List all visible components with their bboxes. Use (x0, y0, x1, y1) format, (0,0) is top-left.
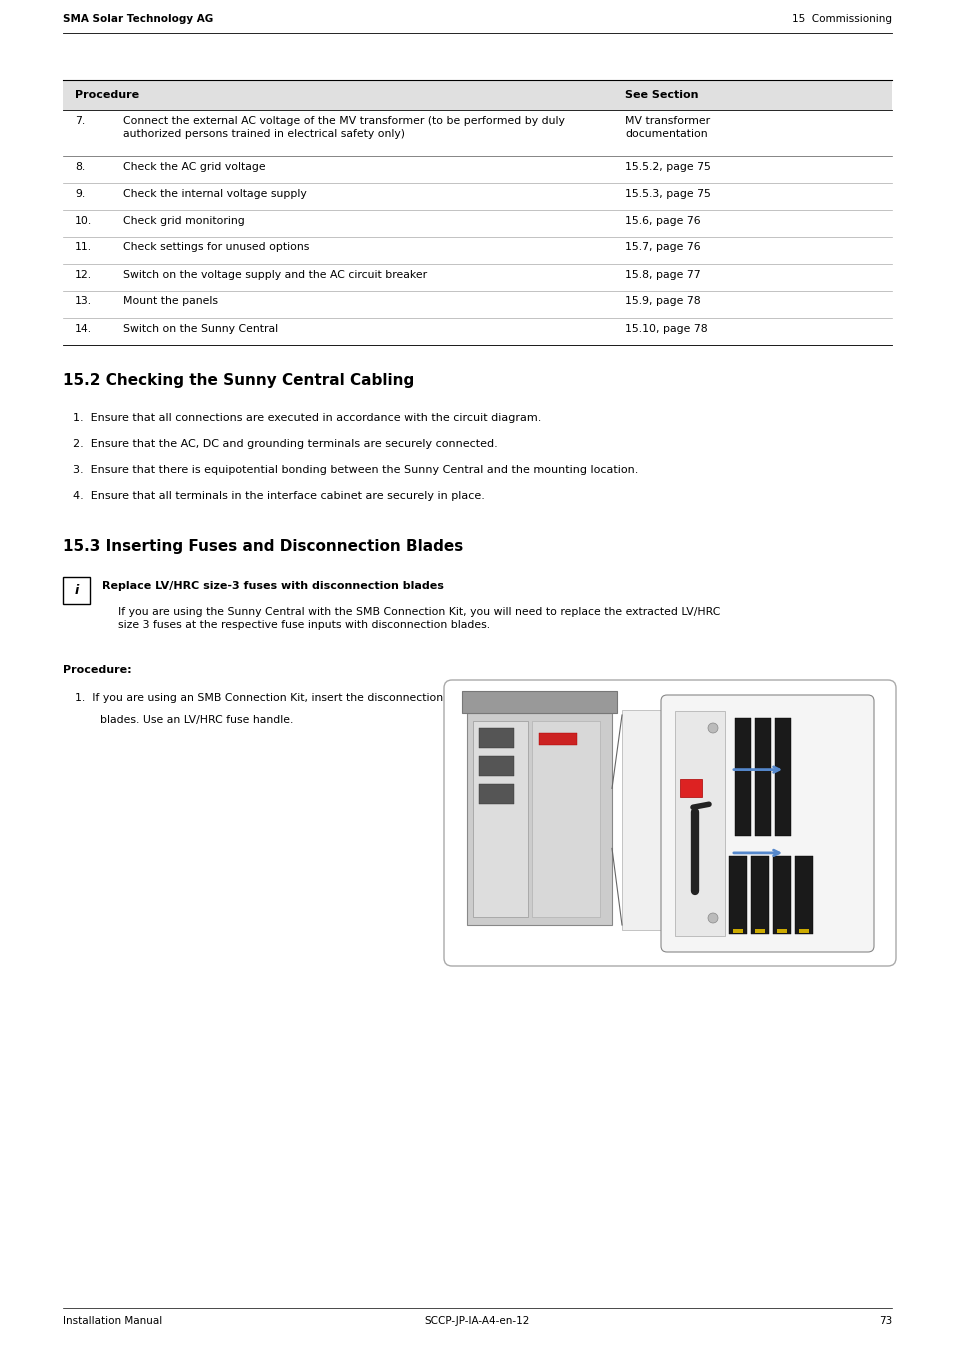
Text: 15.5.3, page 75: 15.5.3, page 75 (624, 189, 710, 198)
Bar (621, 710, 671, 930)
Bar (63, 80, 891, 109)
Bar (461, 691, 617, 713)
Bar (63, 576, 90, 603)
Bar (750, 856, 768, 934)
Text: 15.8, page 77: 15.8, page 77 (624, 270, 700, 279)
Text: Replace LV/HRC size-3 fuses with disconnection blades: Replace LV/HRC size-3 fuses with disconn… (102, 580, 443, 591)
Text: See Section: See Section (624, 90, 698, 100)
Bar (774, 718, 790, 836)
Text: Procedure:: Procedure: (63, 666, 132, 675)
Text: 15.6, page 76: 15.6, page 76 (624, 216, 700, 225)
Bar (734, 718, 750, 836)
Text: Check settings for unused options: Check settings for unused options (123, 243, 309, 252)
Bar (478, 728, 514, 748)
Circle shape (707, 724, 718, 733)
Text: Mount the panels: Mount the panels (123, 297, 218, 306)
Bar (754, 718, 770, 836)
Text: Switch on the Sunny Central: Switch on the Sunny Central (123, 324, 278, 333)
Text: 12.: 12. (75, 270, 92, 279)
Text: SMA Solar Technology AG: SMA Solar Technology AG (63, 14, 213, 24)
Text: SCCP-JP-IA-A4-en-12: SCCP-JP-IA-A4-en-12 (424, 1316, 529, 1326)
Text: Connect the external AC voltage of the MV transformer (to be performed by duly
a: Connect the external AC voltage of the M… (123, 116, 564, 139)
Text: 14.: 14. (75, 324, 92, 333)
Bar (478, 784, 514, 805)
Text: 1.  Ensure that all connections are executed in accordance with the circuit diag: 1. Ensure that all connections are execu… (73, 413, 540, 423)
Circle shape (707, 913, 718, 923)
Text: 11.: 11. (75, 243, 92, 252)
Bar (728, 856, 746, 934)
Text: blades. Use an LV/HRC fuse handle.: blades. Use an LV/HRC fuse handle. (100, 716, 294, 725)
Text: 15.9, page 78: 15.9, page 78 (624, 297, 700, 306)
Text: i: i (74, 585, 78, 597)
Bar (467, 713, 612, 925)
Bar (794, 856, 812, 934)
Bar (478, 756, 514, 776)
Bar (799, 929, 808, 933)
Text: Installation Manual: Installation Manual (63, 1316, 162, 1326)
Bar (772, 856, 790, 934)
Text: 3.  Ensure that there is equipotential bonding between the Sunny Central and the: 3. Ensure that there is equipotential bo… (73, 464, 638, 475)
Bar (532, 721, 599, 917)
Bar (754, 929, 764, 933)
Bar (473, 721, 527, 917)
Bar (538, 733, 577, 745)
Text: 9.: 9. (75, 189, 85, 198)
Text: 2.  Ensure that the AC, DC and grounding terminals are securely connected.: 2. Ensure that the AC, DC and grounding … (73, 439, 497, 450)
Text: 4.  Ensure that all terminals in the interface cabinet are securely in place.: 4. Ensure that all terminals in the inte… (73, 491, 484, 501)
Bar (776, 929, 786, 933)
Text: MV transformer
documentation: MV transformer documentation (624, 116, 709, 139)
Text: Check the internal voltage supply: Check the internal voltage supply (123, 189, 307, 198)
Text: 15  Commissioning: 15 Commissioning (791, 14, 891, 24)
Text: Check the AC grid voltage: Check the AC grid voltage (123, 162, 265, 171)
Text: 8.: 8. (75, 162, 85, 171)
FancyBboxPatch shape (660, 695, 873, 952)
Bar (679, 779, 701, 796)
Text: 15.2 Checking the Sunny Central Cabling: 15.2 Checking the Sunny Central Cabling (63, 373, 414, 387)
Text: 15.3 Inserting Fuses and Disconnection Blades: 15.3 Inserting Fuses and Disconnection B… (63, 539, 463, 553)
Text: 1.  If you are using an SMB Connection Kit, insert the disconnection: 1. If you are using an SMB Connection Ki… (75, 693, 442, 703)
Text: Check grid monitoring: Check grid monitoring (123, 216, 245, 225)
Bar (732, 929, 742, 933)
Text: Procedure: Procedure (75, 90, 139, 100)
Text: 10.: 10. (75, 216, 92, 225)
Text: 13.: 13. (75, 297, 92, 306)
Text: 73: 73 (878, 1316, 891, 1326)
Text: 7.: 7. (75, 116, 85, 126)
Text: 15.10, page 78: 15.10, page 78 (624, 324, 707, 333)
Text: 15.7, page 76: 15.7, page 76 (624, 243, 700, 252)
Text: Switch on the voltage supply and the AC circuit breaker: Switch on the voltage supply and the AC … (123, 270, 427, 279)
FancyBboxPatch shape (443, 680, 895, 967)
Bar (675, 711, 724, 936)
Text: 15.5.2, page 75: 15.5.2, page 75 (624, 162, 710, 171)
Text: If you are using the Sunny Central with the SMB Connection Kit, you will need to: If you are using the Sunny Central with … (118, 608, 720, 630)
